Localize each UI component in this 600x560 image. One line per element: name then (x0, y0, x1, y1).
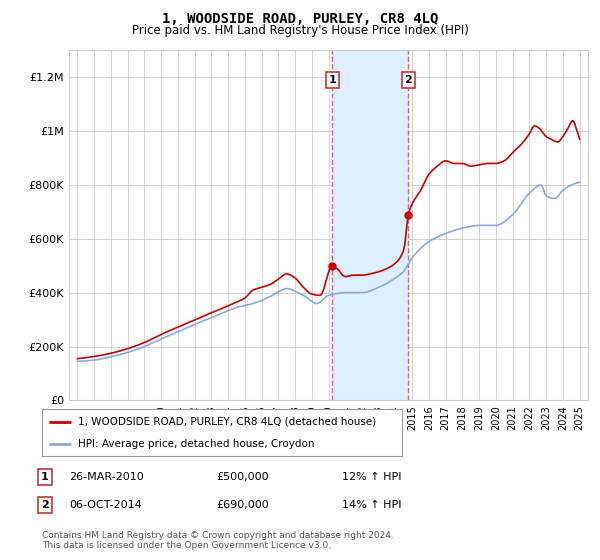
Text: HPI: Average price, detached house, Croydon: HPI: Average price, detached house, Croy… (78, 438, 314, 449)
Text: 1, WOODSIDE ROAD, PURLEY, CR8 4LQ: 1, WOODSIDE ROAD, PURLEY, CR8 4LQ (162, 12, 438, 26)
Text: 2: 2 (404, 75, 412, 85)
Text: 26-MAR-2010: 26-MAR-2010 (69, 472, 144, 482)
Text: 1: 1 (328, 75, 336, 85)
Text: 1: 1 (41, 472, 49, 482)
Text: 12% ↑ HPI: 12% ↑ HPI (342, 472, 401, 482)
Text: 06-OCT-2014: 06-OCT-2014 (69, 500, 142, 510)
Text: £690,000: £690,000 (216, 500, 269, 510)
Bar (332, 50, 409, 400)
Text: Contains HM Land Registry data © Crown copyright and database right 2024.
This d: Contains HM Land Registry data © Crown c… (42, 531, 394, 550)
Text: Price paid vs. HM Land Registry's House Price Index (HPI): Price paid vs. HM Land Registry's House … (131, 24, 469, 37)
Text: 14% ↑ HPI: 14% ↑ HPI (342, 500, 401, 510)
Text: 1, WOODSIDE ROAD, PURLEY, CR8 4LQ (detached house): 1, WOODSIDE ROAD, PURLEY, CR8 4LQ (detac… (78, 417, 376, 427)
Text: £500,000: £500,000 (216, 472, 269, 482)
Text: 2: 2 (41, 500, 49, 510)
